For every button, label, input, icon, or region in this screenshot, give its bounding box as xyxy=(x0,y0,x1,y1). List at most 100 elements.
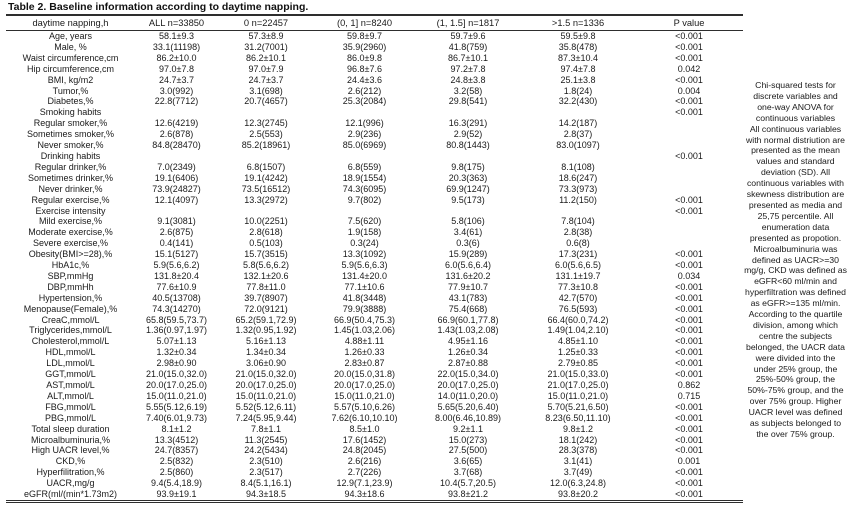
value-cell: 84.8(28470) xyxy=(152,140,201,151)
value-cell: 10.4(5.7,20.5) xyxy=(439,478,497,489)
value-cell: 79.9(3888) xyxy=(342,303,387,314)
value-cell: 15.1(5127) xyxy=(154,249,199,260)
value-cell: 2.87±0.88 xyxy=(448,358,488,369)
row-label: Severe exercise,% xyxy=(32,238,109,249)
value-cell: 97.4±7.8 xyxy=(560,63,596,74)
value-cell: 2.6(212) xyxy=(347,85,382,96)
value-cell: 2.3(517) xyxy=(249,467,283,478)
value-cell: 24.7±3.7 xyxy=(159,74,194,85)
value-cell: 1.43(1.03,2.08) xyxy=(437,325,499,336)
value-cell: 131.6±20.2 xyxy=(445,270,491,281)
p-value-cell: <0.001 xyxy=(675,292,703,303)
table-row: eGFR(ml/(min*1.73m2) 93.9±19.1 94.3±18.5 94… xyxy=(6,489,743,501)
value-cell: 86.2±10.1 xyxy=(246,52,286,63)
value-cell: 75.4(668) xyxy=(448,303,488,314)
row-label: BMI, kg/m2 xyxy=(47,74,94,85)
col-header-0-1: (0, 1] n=8240 xyxy=(314,15,415,31)
table-row: HbA1c,% 5.9(5.6,6.2) 5.8(5.6,6.2) 5.9(5.6,6… xyxy=(6,260,743,271)
row-label: Moderate exercise,% xyxy=(28,227,113,238)
value-cell: 0.4(141) xyxy=(159,238,194,249)
value-cell: 5.9(5.6,6.2) xyxy=(153,260,200,271)
value-cell: 77.8±11.0 xyxy=(246,281,286,292)
value-cell: 18.1(242) xyxy=(558,434,598,445)
row-label: Hypertension,% xyxy=(38,292,103,303)
value-cell: 19.1(4242) xyxy=(244,172,288,183)
row-label: Regular exercise,% xyxy=(31,194,110,205)
value-cell: 0.3(6) xyxy=(456,238,480,249)
value-cell: 29.8(541) xyxy=(448,96,488,107)
p-value-cell xyxy=(635,129,743,140)
value-cell: 131.8±20.4 xyxy=(154,270,199,281)
row-label: Mild exercise,% xyxy=(38,216,103,227)
value-cell: 19.1(6406) xyxy=(154,172,199,183)
value-cell: 20.7(4657) xyxy=(244,96,288,107)
value-cell: 0.5(103) xyxy=(249,238,283,249)
p-value-cell: <0.001 xyxy=(675,467,703,478)
value-cell: 24.8±3.8 xyxy=(450,74,486,85)
row-label: ALT,mmol/L xyxy=(47,390,94,401)
p-value-cell: <0.001 xyxy=(675,325,703,336)
p-value-cell: <0.001 xyxy=(675,205,703,216)
row-label: Sometimes drinker,% xyxy=(27,172,114,183)
p-value-cell xyxy=(635,184,743,195)
table-row: ALT,mmol/L 15.0(11.0,21.0) 15.0(11.0,21.0)… xyxy=(6,391,743,402)
table-row: HDL,mmol/L 1.32±0.34 1.34±0.34 1.26±0.33 1.2… xyxy=(6,347,743,358)
value-cell: 97.2±7.8 xyxy=(450,63,486,74)
value-cell: 87.3±10.4 xyxy=(558,52,598,63)
value-cell: 69.9(1247) xyxy=(446,183,490,194)
value-cell: 12.1(4097) xyxy=(154,194,199,205)
table-row: Severe exercise,% 0.4(141) 0.5(103) 0.3(24)… xyxy=(6,238,743,249)
p-value-cell: <0.001 xyxy=(675,412,703,423)
value-cell: 8.1±1.2 xyxy=(161,423,192,434)
row-label: eGFR(ml/(min*1.73m2) xyxy=(23,489,117,500)
col-header-p-value: P value xyxy=(635,15,743,31)
table-row: Male, % 33.1(11198) 31.2(7001) 35.9(2960) 41… xyxy=(6,42,743,53)
value-cell: 65.2(59.1,72.9) xyxy=(235,314,297,325)
value-cell: 2.5(553) xyxy=(249,129,283,140)
p-value-cell: <0.001 xyxy=(675,31,703,41)
value-cell: 65.8(59.5,73.7) xyxy=(145,314,208,325)
value-cell: 25.1±3.8 xyxy=(560,74,596,85)
value-cell: 17.3(231) xyxy=(558,249,598,260)
value-cell: 11.2(150) xyxy=(559,194,597,205)
table-row: Diabetes,% 22.8(7712) 20.7(4657) 25.3(2084)… xyxy=(6,96,743,107)
p-value-cell: <0.001 xyxy=(675,249,703,260)
value-cell: 20.0(17.0,25.0) xyxy=(333,380,396,390)
value-cell: 39.7(8907) xyxy=(244,292,288,303)
value-cell: 42.7(570) xyxy=(558,292,598,303)
table-row: Sometimes smoker,% 2.6(878) 2.5(553) 2.9(23… xyxy=(6,129,743,140)
value-cell: 3.06±0.90 xyxy=(246,358,286,369)
value-cell: 13.3(4512) xyxy=(154,434,199,445)
value-cell: 4.88±1.11 xyxy=(344,336,385,347)
value-cell: 31.2(7001) xyxy=(244,41,288,52)
value-cell: 4.95±1.16 xyxy=(448,336,488,347)
value-cell: 1.34±0.34 xyxy=(246,347,286,358)
value-cell xyxy=(218,151,314,162)
table-row: High UACR level,% 24.7(8357) 24.2(5434) 24.… xyxy=(6,445,743,456)
value-cell: 12.6(4219) xyxy=(154,118,199,129)
value-cell: 13.3(1092) xyxy=(342,249,387,260)
row-label: CreaC,mmol/L xyxy=(41,314,100,325)
table-row: Triglycerides,mmol/L 1.36(0.97,1.97) 1.32(… xyxy=(6,325,743,336)
value-cell: 9.2±1.1 xyxy=(453,423,483,434)
value-cell: 6.0(5.6,6.4) xyxy=(444,260,492,271)
value-cell: 1.32±0.34 xyxy=(156,347,197,358)
value-cell: 28.3(378) xyxy=(558,445,598,456)
value-cell: 0.6(8) xyxy=(566,238,590,249)
value-cell: 8.23(6.50,11.10) xyxy=(545,412,611,423)
table-row: CKD,% 2.5(832) 2.3(510) 2.6(216) 3.6(65) 3.1(… xyxy=(6,456,743,467)
value-cell: 59.7±9.6 xyxy=(450,31,486,41)
value-cell: 66.9(50.4,75.3) xyxy=(333,314,396,325)
value-cell: 7.24(5.95,9.44) xyxy=(235,412,297,423)
value-cell: 1.49(1.04,2.10) xyxy=(547,325,609,336)
value-cell: 132.1±20.6 xyxy=(243,270,289,281)
value-cell: 24.4±3.6 xyxy=(347,74,382,85)
row-label: Tumor,% xyxy=(52,85,89,96)
value-cell: 96.8±7.6 xyxy=(347,63,382,74)
value-cell: 93.8±21.2 xyxy=(448,489,488,500)
row-label: LDL,mmol/L xyxy=(46,358,95,369)
value-cell: 57.3±8.9 xyxy=(248,31,284,41)
p-value-cell: <0.001 xyxy=(675,74,703,85)
table-body: Age, years 58.1±9.3 57.3±8.9 59.8±9.7 59.7±9… xyxy=(6,31,743,502)
col-header-all: ALL n=33850 xyxy=(135,15,218,31)
